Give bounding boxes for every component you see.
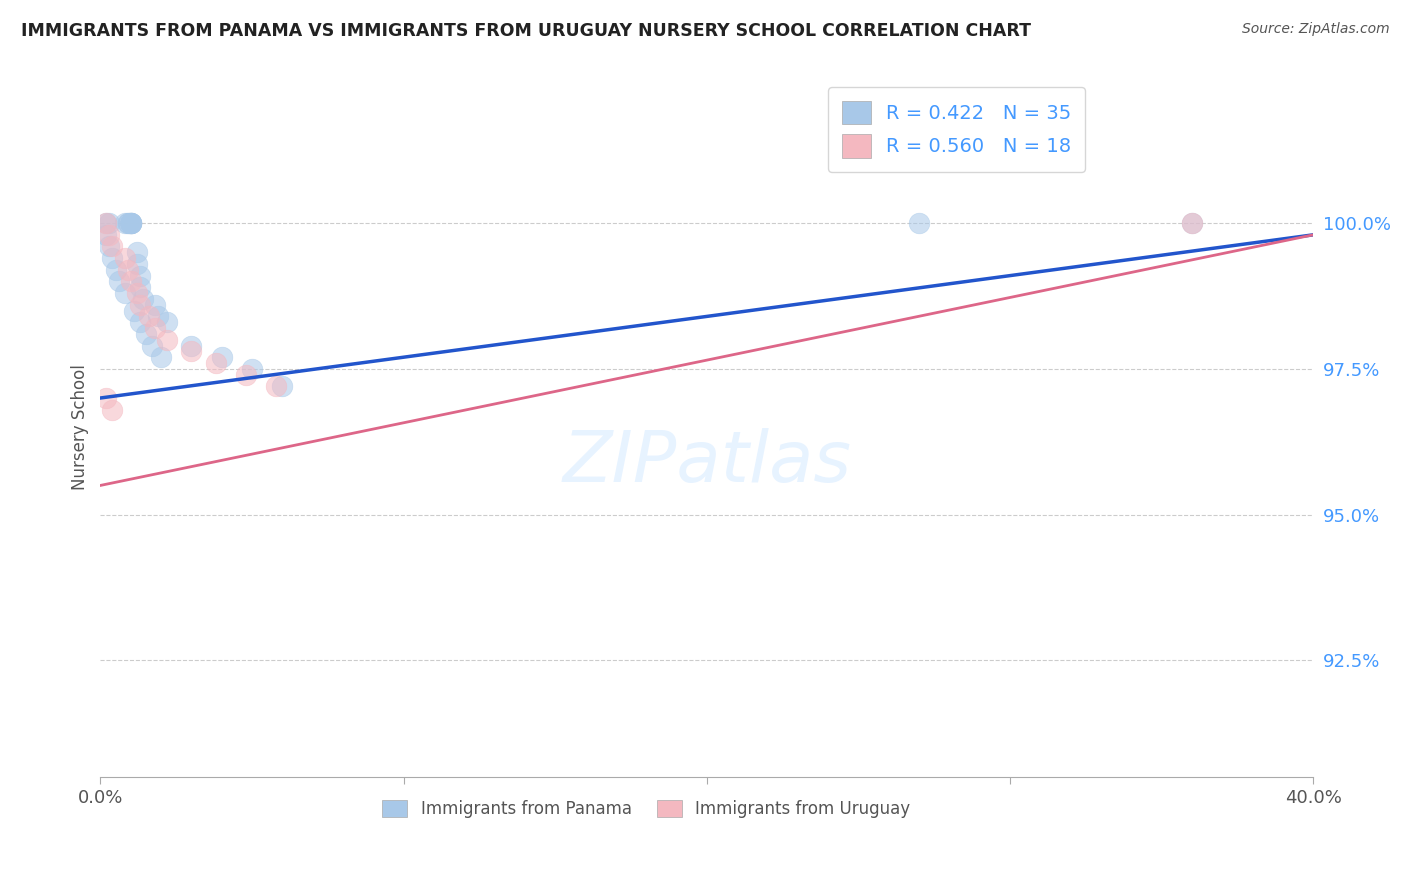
Text: ZIPatlas: ZIPatlas <box>562 427 851 497</box>
Point <box>138 310 160 324</box>
Point <box>120 216 142 230</box>
Point <box>101 239 124 253</box>
Point <box>120 275 142 289</box>
Point <box>101 402 124 417</box>
Point <box>117 216 139 230</box>
Point <box>128 298 150 312</box>
Point <box>128 280 150 294</box>
Point <box>125 245 148 260</box>
Point <box>122 303 145 318</box>
Y-axis label: Nursery School: Nursery School <box>72 364 89 490</box>
Point <box>135 326 157 341</box>
Point <box>125 257 148 271</box>
Point <box>117 216 139 230</box>
Point <box>120 216 142 230</box>
Point <box>211 350 233 364</box>
Point <box>117 262 139 277</box>
Point <box>114 216 136 230</box>
Point <box>240 362 263 376</box>
Point <box>156 333 179 347</box>
Point <box>104 262 127 277</box>
Point <box>101 251 124 265</box>
Point <box>141 338 163 352</box>
Point <box>1181 216 1204 230</box>
Point <box>96 227 118 242</box>
Point <box>125 286 148 301</box>
Point <box>96 216 118 230</box>
Point <box>143 321 166 335</box>
Legend: Immigrants from Panama, Immigrants from Uruguay: Immigrants from Panama, Immigrants from … <box>375 793 917 824</box>
Point <box>114 251 136 265</box>
Text: IMMIGRANTS FROM PANAMA VS IMMIGRANTS FROM URUGUAY NURSERY SCHOOL CORRELATION CHA: IMMIGRANTS FROM PANAMA VS IMMIGRANTS FRO… <box>21 22 1031 40</box>
Point <box>908 216 931 230</box>
Point <box>96 391 118 405</box>
Point <box>235 368 257 382</box>
Point <box>96 216 118 230</box>
Point <box>98 227 121 242</box>
Point <box>204 356 226 370</box>
Point <box>120 216 142 230</box>
Point <box>107 275 129 289</box>
Point <box>98 239 121 253</box>
Point <box>150 350 173 364</box>
Point <box>98 216 121 230</box>
Point <box>156 315 179 329</box>
Point <box>271 379 294 393</box>
Point <box>114 286 136 301</box>
Point <box>180 344 202 359</box>
Point <box>1181 216 1204 230</box>
Point <box>146 310 169 324</box>
Point <box>264 379 287 393</box>
Point <box>128 315 150 329</box>
Point <box>143 298 166 312</box>
Point <box>120 216 142 230</box>
Point <box>128 268 150 283</box>
Point <box>132 292 155 306</box>
Point <box>120 216 142 230</box>
Text: Source: ZipAtlas.com: Source: ZipAtlas.com <box>1241 22 1389 37</box>
Point <box>180 338 202 352</box>
